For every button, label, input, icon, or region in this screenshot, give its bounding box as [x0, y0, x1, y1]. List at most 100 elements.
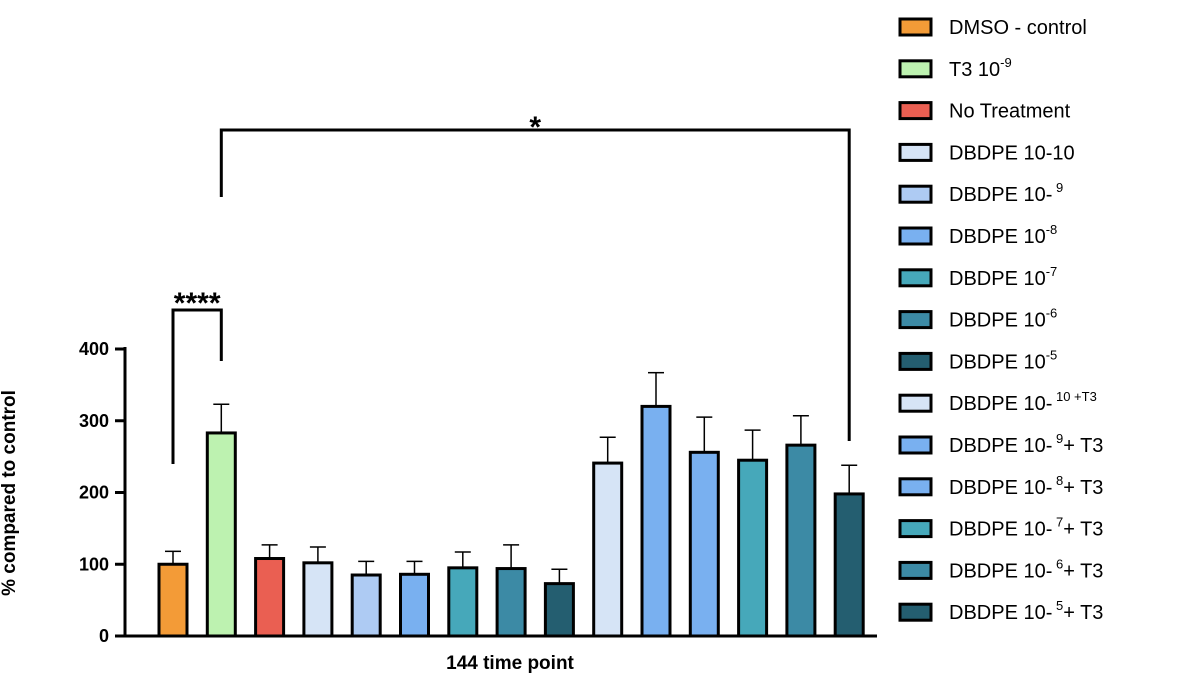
legend-label-main: T3 10 — [949, 59, 1000, 81]
legend-item: DMSO - control — [898, 17, 1087, 39]
y-tick-label: 0 — [99, 626, 109, 646]
y-tick-label: 200 — [79, 483, 109, 503]
legend-label: DMSO - control — [949, 17, 1087, 39]
legend-label: DBDPE 10-5 — [949, 347, 1057, 373]
legend-swatch — [898, 59, 933, 79]
significance-bracket — [219, 128, 851, 441]
legend-swatch — [898, 602, 933, 622]
legend-label-superscript: -6 — [1046, 306, 1058, 321]
significance-layer: ***** — [171, 111, 851, 464]
legend-label-superscript: -7 — [1046, 264, 1058, 279]
bar — [592, 461, 624, 638]
legend-swatch — [898, 101, 933, 121]
legend-label-superscript: 6 — [1052, 556, 1063, 571]
legend-label-main: DBDPE 10 — [949, 268, 1046, 290]
legend-item: DBDPE 10-10 — [898, 142, 1075, 164]
legend-item: DBDPE 10-8 — [898, 222, 1057, 248]
legend-label-main: DMSO - control — [949, 17, 1087, 39]
legend-label: DBDPE 10- 6+ T3 — [949, 556, 1103, 582]
legend-label-superscript: 9 — [1052, 431, 1063, 446]
legend-label: DBDPE 10- 9+ T3 — [949, 431, 1103, 457]
legend-label-main: DBDPE 10 — [949, 351, 1046, 373]
y-axis-title: % compared to control — [0, 390, 20, 596]
y-tick-label: 100 — [79, 554, 109, 574]
legend-label-main: DBDPE 10-10 — [949, 142, 1075, 164]
legend-label-superscript: 8 — [1052, 473, 1063, 488]
significance-label: * — [529, 111, 541, 144]
y-ticks-layer: 0 100 200 300 400 — [79, 339, 125, 646]
legend-swatch — [898, 142, 933, 162]
y-tick-label: 400 — [79, 339, 109, 359]
y-tick-label: 300 — [79, 411, 109, 431]
error-bars-layer — [165, 371, 858, 584]
legend-item: DBDPE 10- 9 — [898, 180, 1063, 206]
bar — [688, 450, 720, 638]
legend-label: DBDPE 10-8 — [949, 222, 1057, 248]
legend-label: DBDPE 10- 8+ T3 — [949, 473, 1103, 499]
bars-layer — [157, 404, 865, 638]
bar — [302, 561, 334, 638]
bar — [785, 443, 817, 638]
legend-label-main: DBDPE 10- — [949, 602, 1052, 624]
legend-item: DBDPE 10- 5+ T3 — [898, 598, 1103, 624]
significance-bracket — [171, 308, 223, 464]
legend-swatch — [898, 268, 933, 288]
legend-label-tail: + T3 — [1063, 477, 1103, 499]
legend-label-superscript: 10 +T3 — [1052, 389, 1096, 404]
legend-item: No Treatment — [898, 101, 1071, 123]
legend-label-tail: + T3 — [1063, 602, 1103, 624]
legend-label: T3 10-9 — [949, 55, 1012, 81]
legend-label: DBDPE 10-7 — [949, 264, 1057, 290]
legend-label-tail: + T3 — [1063, 435, 1103, 457]
legend-label: DBDPE 10-6 — [949, 306, 1057, 332]
legend-label-superscript: -8 — [1046, 222, 1058, 237]
legend-swatch — [898, 184, 933, 204]
bar — [350, 573, 382, 638]
legend-swatch — [898, 226, 933, 246]
legend-label-main: DBDPE 10- — [949, 393, 1052, 415]
legend-label: DBDPE 10-10 — [949, 142, 1075, 164]
legend-item: DBDPE 10- 10 +T3 — [898, 389, 1097, 415]
legend-label-main: DBDPE 10 — [949, 226, 1046, 248]
legend-label-main: DBDPE 10- — [949, 184, 1052, 206]
legend-label-tail: + T3 — [1063, 560, 1103, 582]
legend-item: DBDPE 10-5 — [898, 347, 1057, 373]
legend-label-superscript: -5 — [1046, 347, 1058, 362]
legend-item: DBDPE 10-7 — [898, 264, 1057, 290]
legend-label: DBDPE 10- 7+ T3 — [949, 515, 1103, 541]
legend-swatch — [898, 393, 933, 413]
significance-label: **** — [174, 287, 221, 320]
legend-label-superscript: 5 — [1052, 598, 1063, 613]
legend-label-main: DBDPE 10- — [949, 435, 1052, 457]
legend: DMSO - control T3 10-9 No Treatment DBDPE 1… — [898, 17, 1103, 624]
legend-label-main: No Treatment — [949, 101, 1071, 123]
legend-item: DBDPE 10- 6+ T3 — [898, 556, 1103, 582]
legend-label-main: DBDPE 10 — [949, 310, 1046, 332]
bar — [205, 431, 237, 638]
legend-swatch — [898, 351, 933, 371]
bar — [737, 458, 769, 638]
legend-item: DBDPE 10-6 — [898, 306, 1057, 332]
legend-item: DBDPE 10- 8+ T3 — [898, 473, 1103, 499]
legend-swatch — [898, 435, 933, 455]
legend-swatch — [898, 310, 933, 330]
legend-item: DBDPE 10- 7+ T3 — [898, 515, 1103, 541]
x-axis-title: 144 time point — [446, 653, 574, 674]
bar — [640, 404, 672, 638]
legend-label-main: DBDPE 10- — [949, 477, 1052, 499]
bar — [254, 557, 286, 638]
bar — [543, 582, 575, 638]
legend-label: DBDPE 10- 10 +T3 — [949, 389, 1097, 415]
legend-label: DBDPE 10- 5+ T3 — [949, 598, 1103, 624]
bar — [447, 566, 479, 638]
legend-swatch — [898, 519, 933, 539]
bar — [495, 567, 527, 638]
legend-label-superscript: 9 — [1052, 180, 1063, 195]
legend-label-main: DBDPE 10- — [949, 560, 1052, 582]
legend-label-superscript: -9 — [1000, 55, 1012, 70]
bar — [157, 562, 189, 638]
legend-item: T3 10-9 — [898, 55, 1012, 81]
bar — [833, 492, 865, 638]
legend-label: DBDPE 10- 9 — [949, 180, 1063, 206]
